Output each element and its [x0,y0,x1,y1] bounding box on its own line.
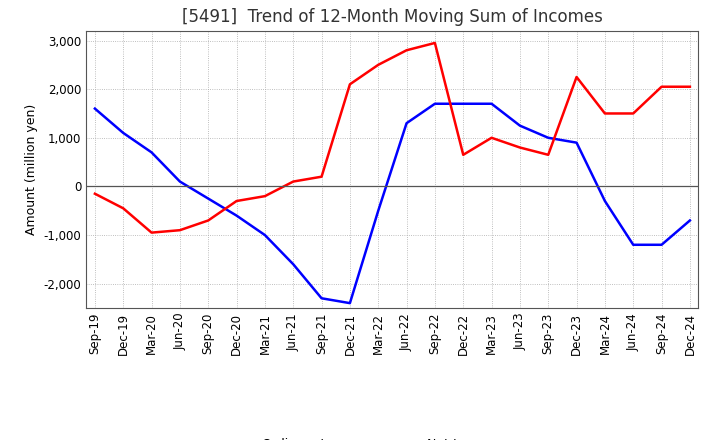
Net Income [374,62,382,67]
Net Income [91,191,99,196]
Ordinary Income [487,101,496,106]
Ordinary Income [572,140,581,145]
Net Income [657,84,666,89]
Ordinary Income [600,198,609,204]
Ordinary Income [119,130,127,136]
Net Income [318,174,326,180]
Net Income [346,82,354,87]
Net Income [204,218,212,223]
Line: Ordinary Income: Ordinary Income [95,104,690,303]
Net Income [402,48,411,53]
Ordinary Income [629,242,637,247]
Ordinary Income [233,213,241,218]
Ordinary Income [148,150,156,155]
Net Income [233,198,241,204]
Net Income [176,227,184,233]
Net Income [289,179,297,184]
Ordinary Income [544,135,552,140]
Ordinary Income [459,101,467,106]
Net Income [431,40,439,46]
Ordinary Income [402,121,411,126]
Ordinary Income [91,106,99,111]
Net Income [148,230,156,235]
Ordinary Income [431,101,439,106]
Net Income [572,74,581,80]
Ordinary Income [289,262,297,267]
Ordinary Income [374,208,382,213]
Ordinary Income [346,301,354,306]
Ordinary Income [685,218,694,223]
Ordinary Income [657,242,666,247]
Net Income [685,84,694,89]
Net Income [600,111,609,116]
Y-axis label: Amount (million yen): Amount (million yen) [25,104,38,235]
Ordinary Income [516,123,524,128]
Ordinary Income [176,179,184,184]
Net Income [261,194,269,199]
Net Income [516,145,524,150]
Title: [5491]  Trend of 12-Month Moving Sum of Incomes: [5491] Trend of 12-Month Moving Sum of I… [182,8,603,26]
Ordinary Income [318,296,326,301]
Net Income [119,205,127,211]
Net Income [459,152,467,158]
Legend: Ordinary Income, Net Income: Ordinary Income, Net Income [216,433,504,440]
Line: Net Income: Net Income [95,43,690,233]
Net Income [487,135,496,140]
Net Income [629,111,637,116]
Ordinary Income [204,196,212,201]
Net Income [544,152,552,158]
Ordinary Income [261,232,269,238]
